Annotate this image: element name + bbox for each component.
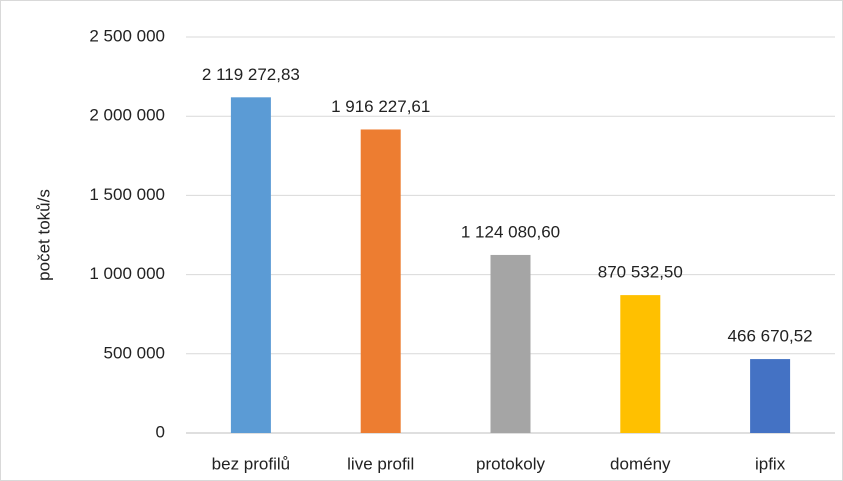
y-tick-label: 2 500 000 [89,26,165,45]
y-tick-label: 0 [156,422,165,441]
bar [490,254,531,433]
x-tick-label: live profil [347,454,414,473]
y-tick-label: 1 500 000 [89,185,165,204]
bar [230,97,271,433]
value-label: 1 124 080,60 [461,222,560,241]
value-label: 1 916 227,61 [331,97,430,116]
x-tick-label: protokoly [476,454,545,473]
bar [750,359,791,433]
y-tick-label: 500 000 [104,343,165,362]
value-label: 466 670,52 [728,327,813,346]
value-label: 870 532,50 [598,263,683,282]
y-tick-label: 1 000 000 [89,264,165,283]
bar [360,129,401,433]
y-tick-label: 2 000 000 [89,106,165,125]
value-label: 2 119 272,83 [202,65,300,84]
x-tick-label: domény [610,454,671,473]
x-tick-label: bez profilů [212,454,290,473]
y-axis-title: počet toků/s [34,189,53,281]
x-tick-label: ipfix [755,454,786,473]
bar [620,295,661,433]
